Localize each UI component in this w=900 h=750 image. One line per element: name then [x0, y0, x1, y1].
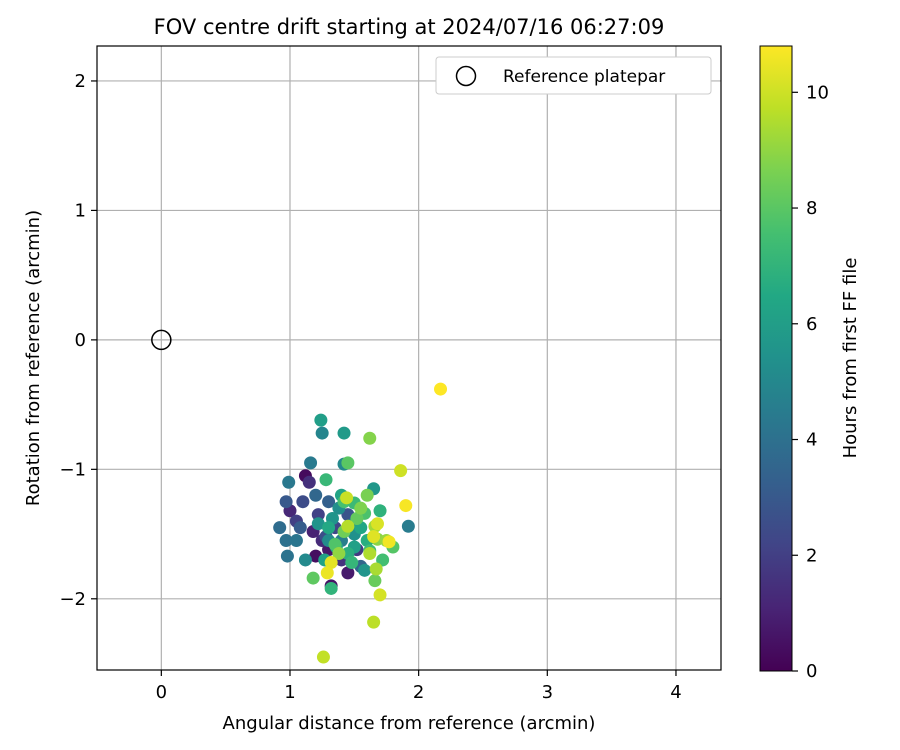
colorbar-tick-label: 10: [806, 82, 829, 103]
scatter-point: [302, 475, 316, 489]
scatter-point: [282, 475, 296, 489]
scatter-point: [322, 521, 336, 535]
scatter-point: [315, 426, 329, 440]
scatter-point: [332, 546, 346, 560]
scatter-point: [341, 456, 355, 470]
colorbar-gradient: [759, 45, 793, 672]
y-tick-label: 0: [75, 330, 86, 351]
x-tick-label: 2: [413, 682, 424, 703]
scatter-point: [394, 464, 408, 478]
scatter-point: [358, 563, 372, 577]
colorbar-label: Hours from first FF file: [840, 258, 861, 459]
scatter-point: [311, 508, 325, 522]
scatter-point: [296, 495, 310, 509]
chart-title: FOV centre drift starting at 2024/07/16 …: [154, 15, 665, 39]
scatter-point: [322, 495, 336, 509]
scatter-point: [304, 456, 318, 470]
scatter-point: [280, 549, 294, 563]
scatter-point: [401, 519, 415, 533]
y-tick-label: −1: [59, 459, 86, 480]
data-points: [273, 382, 448, 664]
colorbar: 0 2 4 6 8 10 Hours from first FF file: [759, 45, 861, 682]
y-axis-label: Rotation from reference (arcmin): [23, 210, 44, 506]
scatter-point: [369, 562, 383, 576]
scatter-point: [306, 571, 320, 585]
scatter-point: [376, 553, 390, 567]
scatter-point: [360, 488, 374, 502]
legend-marker-open-circle-icon: [455, 65, 477, 87]
legend-box: [435, 56, 712, 95]
scatter-point: [373, 504, 387, 518]
colorbar-tick-label: 0: [806, 661, 817, 682]
scatter-point: [320, 566, 334, 580]
scatter-point: [324, 581, 338, 595]
scatter-point: [367, 530, 381, 544]
reference-platepar-marker: [151, 329, 172, 351]
colorbar-tick-label: 4: [806, 430, 817, 451]
scatter-point: [316, 650, 330, 664]
scatter-point: [337, 426, 351, 440]
scatter-point: [340, 491, 354, 505]
x-tick-label: 1: [284, 682, 295, 703]
x-tick-label: 3: [542, 682, 553, 703]
scatter-point: [399, 499, 413, 513]
reference-marker-layer: [151, 329, 172, 351]
colorbar-tick-label: 6: [806, 314, 817, 335]
scatter-point: [345, 556, 359, 570]
scatter-point: [363, 431, 377, 445]
scatter-point: [324, 556, 338, 570]
colorbar-tick-label: 2: [806, 545, 817, 566]
scatter-point: [293, 521, 307, 535]
x-tick-label: 4: [670, 682, 681, 703]
legend-label-reference-platepar: Reference platepar: [503, 67, 665, 87]
scatter-point: [350, 512, 364, 526]
colorbar-ticks: 0 2 4 6 8 10: [792, 82, 829, 682]
scatter-point: [309, 488, 323, 502]
scatter-point: [363, 546, 377, 560]
scatter-point: [434, 382, 448, 396]
scatter-point: [370, 517, 384, 531]
scatter-point: [314, 413, 328, 427]
x-tick-label: 0: [156, 682, 167, 703]
scatter-point: [298, 553, 312, 567]
scatter-point: [354, 501, 368, 515]
y-tick-label: 2: [75, 71, 86, 92]
scatter-point: [289, 534, 303, 548]
plot-area-frame: [96, 45, 722, 671]
scatter-point: [341, 519, 355, 533]
scatter-point: [273, 521, 287, 535]
scatter-point: [279, 534, 293, 548]
colorbar-tick-label: 8: [806, 198, 817, 219]
scatter-point: [311, 517, 325, 531]
scatter-point: [382, 535, 396, 549]
y-tick-label: −2: [59, 589, 86, 610]
y-axis-ticks: −2 −1 0 1 2: [59, 71, 97, 610]
y-tick-label: 1: [75, 200, 86, 221]
scatter-point: [279, 495, 293, 509]
scatter-point: [368, 574, 382, 588]
scatter-point: [319, 473, 333, 487]
x-axis-ticks: 0 1 2 3 4: [156, 670, 682, 703]
scatter-point: [341, 566, 355, 580]
x-axis-label: Angular distance from reference (arcmin): [223, 713, 596, 734]
legend: Reference platepar: [435, 56, 712, 95]
scatter-point: [367, 615, 381, 629]
scatter-point: [373, 588, 387, 602]
